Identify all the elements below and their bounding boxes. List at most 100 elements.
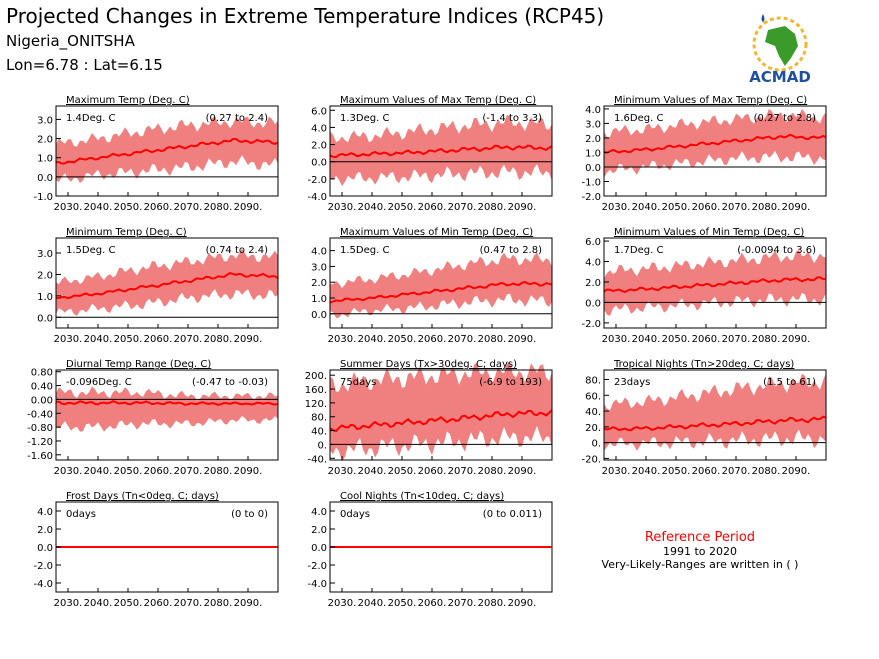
chart-panel: -1.0 0.0 1.0 2.0 3.0 2030. 2040. 2050. 2060. 2070… bbox=[33, 95, 279, 213]
x-tick-label: 2080. bbox=[478, 598, 507, 609]
chart-panel: -20.0.20.40.60.80.2030. 2040. 2050. 2060. 20… bbox=[581, 359, 827, 477]
x-tick-label: 2080. bbox=[478, 466, 507, 477]
likely-range-label: (0.27 to 2.8) bbox=[754, 113, 816, 124]
x-tick-label: 2090. bbox=[508, 598, 537, 609]
x-tick-label: 2030. bbox=[328, 466, 357, 477]
mean-change-label: 75days bbox=[340, 377, 376, 388]
y-tick-label: 0.0 bbox=[311, 543, 327, 554]
reference-label: Reference Period bbox=[644, 530, 756, 545]
mean-line bbox=[603, 133, 827, 154]
x-tick-label: 2030. bbox=[54, 202, 83, 213]
y-tick-label: 1.0 bbox=[311, 294, 327, 305]
panel-title: Tropical Nights (Tn>20deg. C; days) bbox=[613, 359, 794, 370]
y-tick-label: -2.0 bbox=[581, 192, 601, 203]
x-tick-label: 2040. bbox=[84, 598, 113, 609]
y-tick-label: 1.0 bbox=[37, 292, 53, 303]
mean-line bbox=[56, 400, 279, 406]
y-tick-label: -4.0 bbox=[33, 579, 53, 590]
y-tick-label: -20. bbox=[581, 454, 601, 465]
y-tick-label: 2.0 bbox=[311, 525, 327, 536]
y-tick-label: -2.0 bbox=[33, 561, 53, 572]
reference-note: Reference Period 1991 to 2020 Very-Likel… bbox=[560, 530, 840, 571]
x-tick-label: 2040. bbox=[84, 466, 113, 477]
mean-line bbox=[329, 144, 553, 159]
y-tick-label: 200. bbox=[305, 371, 327, 382]
y-tick-label: 0.0 bbox=[311, 158, 327, 169]
y-tick-label: 0. bbox=[317, 440, 327, 451]
y-tick-label: 0.0 bbox=[37, 543, 53, 554]
x-tick-label: 2070. bbox=[174, 598, 203, 609]
chart-panel: 0.0 1.0 2.0 3.0 4.0 2030. 2040. 2050. 2060. 2070.… bbox=[311, 227, 553, 345]
plot-frame bbox=[55, 369, 279, 461]
y-tick-label: 2.0 bbox=[37, 525, 53, 536]
y-tick-label: 6.0 bbox=[311, 106, 327, 117]
likely-range-label: (0 to 0.011) bbox=[483, 509, 542, 520]
y-tick-label: 3.0 bbox=[311, 262, 327, 273]
x-tick-label: 2050. bbox=[662, 466, 691, 477]
x-tick-label: 2090. bbox=[782, 202, 811, 213]
y-tick-label: 3.0 bbox=[585, 119, 601, 130]
y-tick-label: 1.0 bbox=[585, 148, 601, 159]
x-tick-label: 2030. bbox=[328, 334, 357, 345]
y-tick-label: 3.0 bbox=[37, 115, 53, 126]
likely-range-band bbox=[56, 116, 278, 183]
likely-range-label: (0 to 0) bbox=[231, 509, 268, 520]
y-tick-label: 40. bbox=[585, 407, 601, 418]
y-tick-label: -4.0 bbox=[307, 579, 327, 590]
x-tick-label: 2070. bbox=[722, 202, 751, 213]
x-tick-label: 2080. bbox=[204, 202, 233, 213]
plot-frame bbox=[55, 105, 279, 197]
y-tick-label: 20. bbox=[585, 423, 601, 434]
x-tick-label: 2050. bbox=[388, 202, 417, 213]
y-tick-label: 4.0 bbox=[311, 507, 327, 518]
x-tick-label: 2060. bbox=[692, 334, 721, 345]
x-tick-label: 2080. bbox=[204, 598, 233, 609]
likely-range-band bbox=[604, 373, 826, 451]
panel-title: Maximum Values of Min Temp (Deg. C) bbox=[340, 227, 533, 238]
chart-panel: -4.0 -2.0 0.0 2.0 4.0 2030. 2040. 2050. 2060. 207… bbox=[33, 491, 279, 609]
x-tick-label: 2040. bbox=[84, 334, 113, 345]
y-tick-label: 2.0 bbox=[311, 141, 327, 152]
page-title: Projected Changes in Extreme Temperature… bbox=[6, 4, 605, 28]
y-tick-label: 2.0 bbox=[37, 135, 53, 146]
y-tick-label: 2.0 bbox=[585, 134, 601, 145]
y-tick-label: 0.0 bbox=[311, 310, 327, 321]
panel-title: Summer Days (Tx>30deg. C; days) bbox=[340, 359, 517, 370]
location-coords: Lon=6.78 : Lat=6.15 bbox=[6, 56, 163, 74]
x-tick-label: 2090. bbox=[234, 334, 263, 345]
y-tick-label: 0.0 bbox=[37, 313, 53, 324]
x-tick-label: 2050. bbox=[114, 334, 143, 345]
likely-range-label: (-0.47 to -0.03) bbox=[192, 377, 268, 388]
y-tick-label: 0.0 bbox=[585, 298, 601, 309]
x-tick-label: 2090. bbox=[234, 202, 263, 213]
likely-range-label: (0.47 to 2.8) bbox=[480, 245, 542, 256]
y-tick-label: 0.0 bbox=[37, 173, 53, 184]
chart-panel: -1.60 -1.20 -0.80 -0.40 0.00 0.40 0.80 2030. 204… bbox=[27, 359, 279, 477]
logo-text: ACMAD bbox=[749, 68, 811, 86]
plot-frame bbox=[603, 369, 827, 461]
plot-frame bbox=[329, 237, 553, 329]
mean-change-label: 1.5Deg. C bbox=[340, 245, 389, 256]
panel-title: Frost Days (Tn<0deg. C; days) bbox=[66, 491, 219, 502]
sun-rays-icon bbox=[752, 16, 808, 72]
likely-range-label: (-6.9 to 193) bbox=[479, 377, 542, 388]
y-tick-label: 4.0 bbox=[585, 105, 601, 116]
x-tick-label: 2080. bbox=[478, 202, 507, 213]
x-tick-label: 2040. bbox=[358, 334, 387, 345]
likely-range-label: (-1.4 to 3.3) bbox=[482, 113, 542, 124]
x-tick-label: 2040. bbox=[358, 598, 387, 609]
x-tick-label: 2090. bbox=[782, 466, 811, 477]
y-tick-label: 4.0 bbox=[585, 258, 601, 269]
range-note: Very-Likely-Ranges are written in ( ) bbox=[601, 558, 799, 571]
x-tick-label: 2080. bbox=[204, 334, 233, 345]
x-tick-label: 2080. bbox=[478, 334, 507, 345]
y-tick-label: 120. bbox=[305, 399, 327, 410]
x-tick-label: 2070. bbox=[174, 202, 203, 213]
africa-map-icon bbox=[765, 26, 798, 66]
x-tick-label: 2080. bbox=[204, 466, 233, 477]
mean-line bbox=[329, 409, 553, 433]
x-tick-label: 2090. bbox=[508, 202, 537, 213]
x-tick-label: 2070. bbox=[174, 466, 203, 477]
